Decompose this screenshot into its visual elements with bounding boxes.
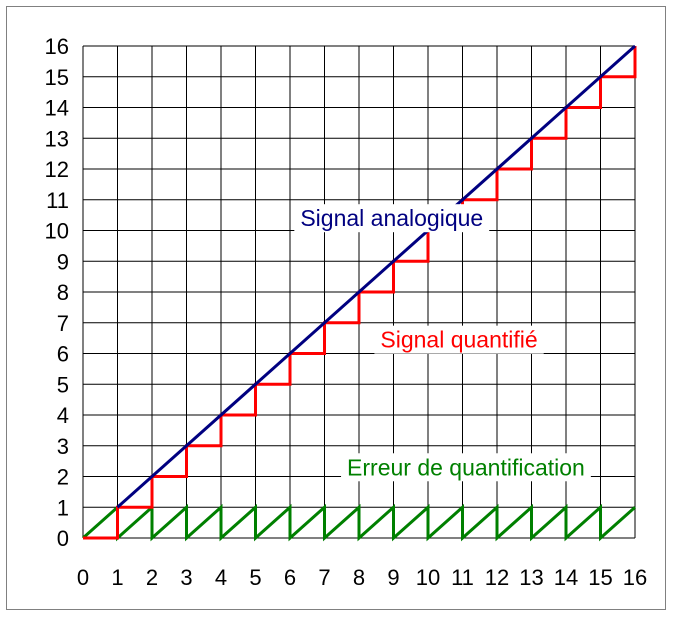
y-tick-label: 15 — [45, 65, 69, 90]
x-tick-label: 2 — [146, 565, 158, 590]
y-tick-label: 4 — [57, 403, 69, 428]
y-tick-label: 11 — [46, 188, 69, 213]
series-line-signal-analogique — [116, 44, 636, 509]
y-tick-label: 13 — [45, 126, 69, 151]
x-tick-label: 0 — [77, 565, 89, 590]
x-tick-label: 12 — [485, 565, 509, 590]
y-tick-label: 2 — [57, 465, 69, 490]
y-tick-label: 12 — [45, 157, 69, 182]
y-tick-label: 8 — [57, 280, 69, 305]
annotation: Signal analogique — [294, 204, 490, 233]
y-tick-label: 16 — [45, 34, 69, 59]
annotation-background — [341, 453, 591, 482]
y-tick-label: 9 — [57, 249, 69, 274]
annotation: Signal quantifié — [374, 325, 544, 354]
y-tick-label: 1 — [57, 495, 69, 520]
annotation-background — [374, 325, 544, 354]
series-layer — [82, 44, 637, 542]
annotation-label: Signal quantifié — [380, 327, 537, 353]
x-tick-label: 14 — [554, 565, 578, 590]
annotation: Erreur de quantification — [341, 453, 591, 482]
x-tick-label: 4 — [215, 565, 227, 590]
x-tick-label: 11 — [451, 565, 474, 590]
y-tick-label: 14 — [45, 96, 69, 121]
x-tick-label: 13 — [519, 565, 543, 590]
x-tick-label: 3 — [180, 565, 192, 590]
series-line-erreur-de-quantification — [82, 503, 636, 542]
annotation-label: Signal analogique — [300, 205, 483, 231]
y-tick-label: 3 — [57, 434, 69, 459]
x-tick-label: 6 — [284, 565, 296, 590]
y-tick-label: 6 — [57, 342, 69, 367]
y-tick-label: 0 — [57, 526, 69, 551]
y-tick-label: 10 — [45, 219, 69, 244]
annotation-background — [294, 204, 490, 233]
x-tick-label: 10 — [416, 565, 440, 590]
y-tick-label: 5 — [57, 372, 69, 397]
x-axis-ticks: 0 1 2 3 4 5 6 7 8 9 10 11 12 13 14 15 16 — [77, 565, 647, 590]
y-tick-label: 7 — [57, 311, 69, 336]
x-tick-label: 9 — [387, 565, 399, 590]
x-tick-label: 5 — [249, 565, 261, 590]
x-tick-label: 16 — [623, 565, 647, 590]
x-tick-label: 8 — [353, 565, 365, 590]
annotations: Signal analogique Signal quantifié Erreur … — [294, 204, 591, 482]
x-tick-label: 15 — [588, 565, 612, 590]
x-tick-label: 1 — [111, 565, 123, 590]
annotation-label: Erreur de quantification — [347, 454, 585, 480]
x-tick-label: 7 — [318, 565, 330, 590]
